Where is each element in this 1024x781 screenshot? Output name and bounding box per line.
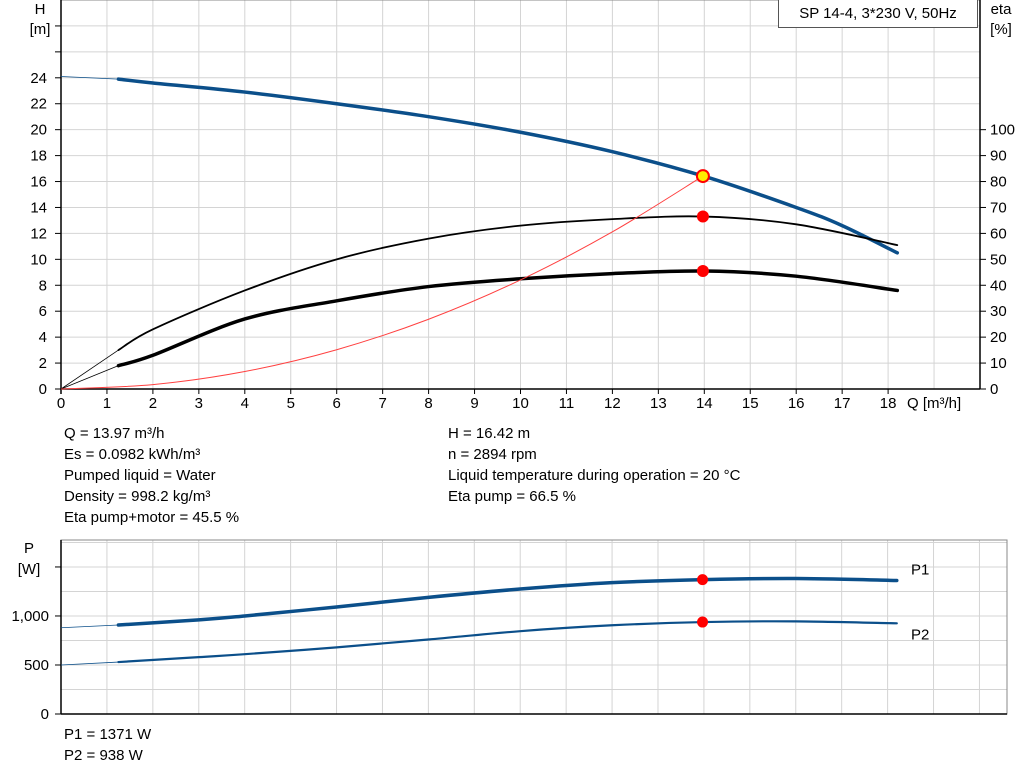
info-temperature: Liquid temperature during operation = 20…	[448, 467, 741, 484]
y-left-tick-label: 20	[30, 122, 47, 139]
info-flow: Q = 13.97 m³/h	[64, 425, 165, 442]
x-tick-label: 17	[834, 395, 851, 412]
y-right-tick-label: 90	[990, 148, 1007, 165]
head-curve-extension	[60, 76, 119, 80]
x-tick-label: 8	[424, 395, 432, 412]
y-axis-unit: [W]	[18, 561, 41, 578]
y-right-tick-label: 40	[990, 277, 1007, 294]
y-right-tick-label: 20	[990, 329, 1007, 346]
p2-curve-extension	[60, 661, 119, 666]
y-left-tick-label: 10	[30, 251, 47, 268]
y-left-tick-label: 4	[39, 329, 47, 346]
eta-pump-motor-curve	[116, 269, 900, 368]
y-right-tick-label: 30	[990, 303, 1007, 320]
operating-point-marker	[697, 574, 709, 586]
duty-info-left: Q = 13.97 m³/h Es = 0.0982 kWh/m³ Pumped…	[64, 423, 239, 528]
head-curve	[116, 77, 900, 255]
y-right-tick-label: 0	[990, 381, 998, 398]
x-tick-label: 0	[57, 395, 65, 412]
info-eta-total: Eta pump+motor = 45.5 %	[64, 509, 240, 526]
power-info: P1 = 1371 W P2 = 938 W	[64, 724, 151, 766]
y-axis-title: P	[24, 540, 34, 557]
info-p2: P2 = 938 W	[64, 747, 143, 764]
duty-point-marker	[695, 169, 710, 184]
series-label-p1: P1	[911, 561, 929, 578]
info-liquid: Pumped liquid = Water	[64, 467, 216, 484]
y-left-tick-label: 12	[30, 225, 47, 242]
y-tick-label: 1,000	[11, 608, 49, 625]
eta-pump-motor-curve-extension	[60, 365, 119, 390]
x-tick-label: 7	[378, 395, 386, 412]
x-tick-label: 9	[470, 395, 478, 412]
x-tick-label: 11	[559, 395, 575, 412]
x-tick-label: 15	[742, 395, 759, 412]
x-tick-label: 13	[650, 395, 667, 412]
y-left-tick-label: 22	[30, 96, 47, 113]
info-head: H = 16.42 m	[448, 425, 531, 442]
y-tick-label: 0	[41, 706, 49, 723]
eta-pump-curve-extension	[60, 349, 119, 390]
y-left-tick-label: 8	[39, 277, 47, 294]
info-eta-pump: Eta pump = 66.5 %	[448, 488, 576, 505]
info-p1: P1 = 1371 W	[64, 726, 152, 743]
pump-model-label: SP 14-4, 3*230 V, 50Hz	[778, 0, 978, 28]
y-left-tick-label: 14	[30, 199, 47, 216]
y-left-axis-unit: [m]	[30, 21, 51, 38]
eta-pump-curve	[117, 215, 899, 351]
series-label-p2: P2	[911, 626, 929, 643]
y-tick-label: 500	[24, 657, 49, 674]
x-tick-label: 14	[696, 395, 713, 412]
operating-point-marker	[696, 265, 709, 278]
y-left-tick-label: 18	[30, 148, 47, 165]
y-left-tick-label: 24	[30, 70, 47, 87]
info-speed: n = 2894 rpm	[448, 446, 537, 463]
x-tick-label: 6	[333, 395, 341, 412]
p1-curve	[116, 576, 899, 627]
y-right-tick-label: 70	[990, 199, 1007, 216]
y-left-tick-label: 6	[39, 303, 47, 320]
x-tick-label: 1	[103, 395, 111, 412]
y-left-tick-label: 16	[30, 174, 47, 191]
operating-point-marker	[696, 210, 709, 223]
y-right-tick-label: 60	[990, 225, 1007, 242]
x-tick-label: 2	[149, 395, 157, 412]
x-tick-label: 16	[788, 395, 805, 412]
y-left-axis-title: H	[35, 1, 46, 18]
y-right-axis-title: eta	[991, 1, 1013, 18]
x-tick-label: 5	[287, 395, 295, 412]
y-right-tick-label: 100	[990, 122, 1015, 139]
x-axis-label: Q [m³/h]	[907, 395, 961, 412]
y-left-tick-label: 2	[39, 355, 47, 372]
x-tick-label: 12	[604, 395, 621, 412]
x-tick-label: 4	[241, 395, 249, 412]
y-right-tick-label: 10	[990, 355, 1007, 372]
y-right-tick-label: 50	[990, 251, 1007, 268]
x-tick-label: 3	[195, 395, 203, 412]
y-right-axis-unit: [%]	[990, 21, 1012, 38]
x-tick-label: 18	[880, 395, 897, 412]
x-tick-label: 10	[512, 395, 529, 412]
p2-curve	[117, 620, 898, 664]
duty-info-right: H = 16.42 m n = 2894 rpm Liquid temperat…	[448, 423, 740, 507]
info-density: Density = 998.2 kg/m³	[64, 488, 211, 505]
operating-point-marker	[697, 616, 709, 628]
plot-frame	[60, 539, 1008, 715]
y-left-tick-label: 0	[39, 381, 47, 398]
info-energy: Es = 0.0982 kWh/m³	[64, 446, 201, 463]
system-curve	[60, 175, 704, 390]
p1-curve-extension	[60, 624, 119, 629]
y-right-tick-label: 80	[990, 174, 1007, 191]
